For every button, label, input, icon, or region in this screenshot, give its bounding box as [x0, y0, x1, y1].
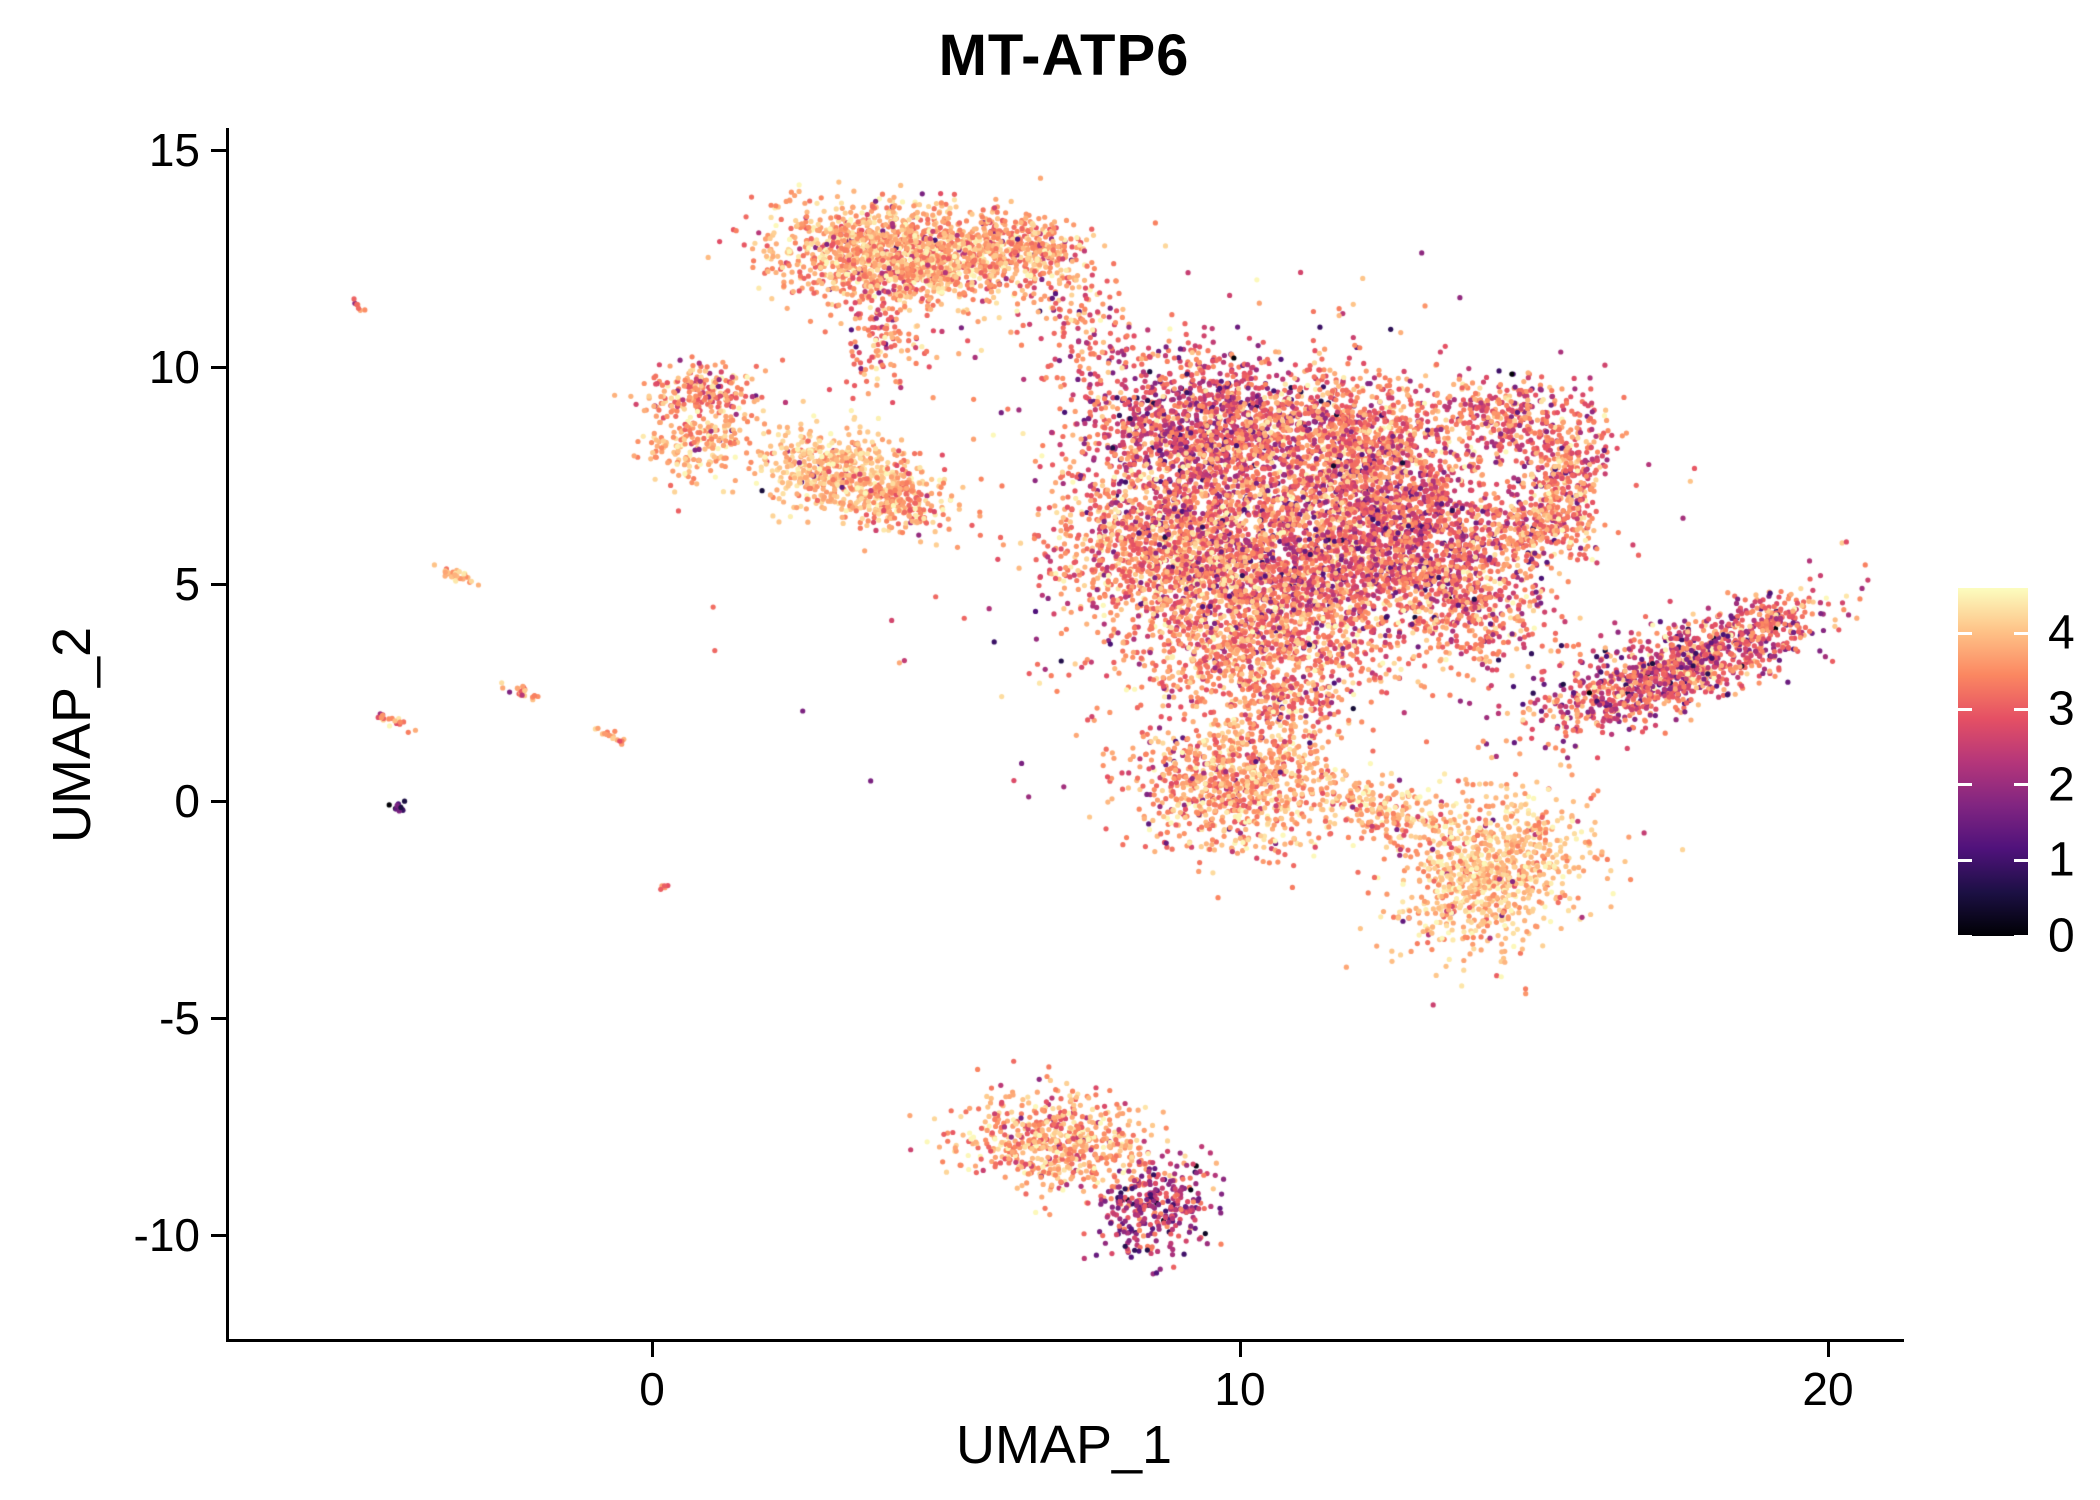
colorbar-tick-label: 0: [2048, 909, 2075, 963]
y-axis-title: UMAP_2: [42, 626, 102, 844]
y-tick-mark: [211, 1233, 226, 1237]
plot-title: MT-ATP6: [938, 23, 1190, 88]
colorbar-tick-label: 3: [2048, 682, 2075, 736]
y-tick-mark: [211, 1016, 226, 1020]
x-axis-line: [226, 1339, 1904, 1342]
colorbar-tick-label: 1: [2048, 833, 2075, 887]
y-tick-mark: [211, 799, 226, 803]
colorbar-tick-label: 2: [2048, 758, 2075, 812]
y-tick-mark: [211, 148, 226, 152]
x-tick-mark: [650, 1342, 654, 1357]
y-axis-line: [226, 128, 229, 1342]
x-axis-title: UMAP_1: [955, 1415, 1173, 1475]
colorbar-tick-label: 4: [2048, 606, 2075, 660]
x-tick-label: 20: [1802, 1363, 1854, 1415]
y-tick-label: 15: [148, 124, 200, 176]
x-tick-mark: [1826, 1342, 1830, 1357]
y-tick-label: 5: [174, 558, 200, 610]
x-tick-label: 10: [1214, 1363, 1266, 1415]
y-tick-mark: [211, 365, 226, 369]
x-tick-mark: [1238, 1342, 1242, 1357]
y-tick-label: 10: [148, 341, 200, 393]
y-tick-mark: [211, 582, 226, 586]
x-tick-label: 0: [639, 1363, 665, 1415]
y-tick-label: -5: [159, 992, 200, 1044]
y-tick-label: -10: [133, 1209, 200, 1261]
colorbar-gradient: [1958, 588, 2028, 936]
scatter-points-canvas: [228, 130, 1900, 1339]
